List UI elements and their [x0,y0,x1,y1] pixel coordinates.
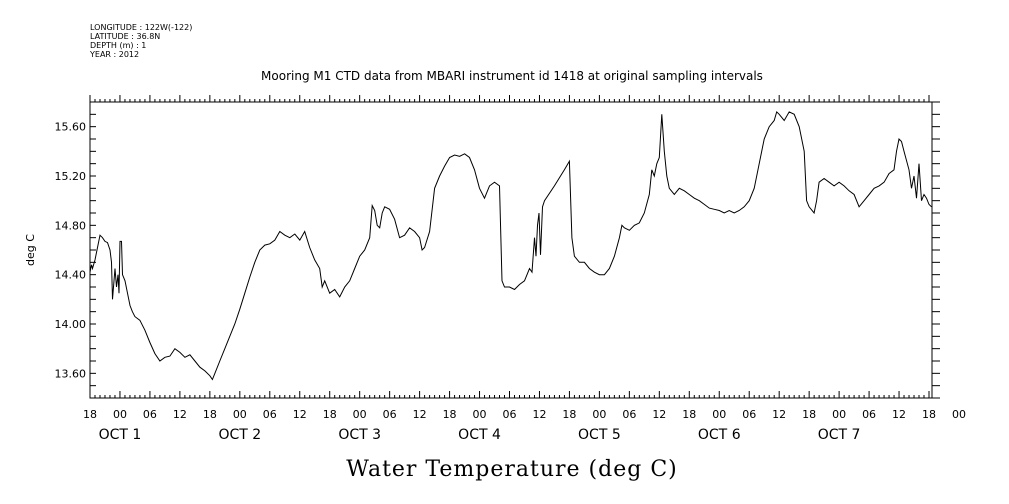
x-tick-label: 12 [772,408,786,421]
temperature-series-line [89,110,932,381]
y-tick-labels: 13.60 14.00 14.40 14.80 15.20 15.60 [55,121,87,381]
x-tick-label: 06 [263,408,277,421]
x-tick-label: 00 [832,408,846,421]
x-tick-label: 18 [443,408,457,421]
x-tick-label: 12 [892,408,906,421]
day-label: OCT 6 [698,427,741,443]
chart-title: Mooring M1 CTD data from MBARI instrumen… [261,69,763,83]
x-tick-label: 18 [323,408,337,421]
day-labels: OCT 1 OCT 2 OCT 3 OCT 4 OCT 5 OCT 6 OCT 7 [99,427,861,443]
x-tick-label: 18 [83,408,97,421]
depth-label: DEPTH (m) : 1 [90,41,146,50]
x-tick-label: 18 [682,408,696,421]
x-tick-label: 00 [233,408,247,421]
x-tick-label: 18 [562,408,576,421]
x-tick-label: 00 [712,408,726,421]
day-label: OCT 7 [818,427,861,443]
x-tick-label: 12 [293,408,307,421]
x-tick-label: 06 [503,408,517,421]
x-tick-label: 06 [383,408,397,421]
y-axis-label: deg C [24,234,37,266]
day-label: OCT 4 [458,427,501,443]
x-tick-label: 06 [862,408,876,421]
x-tick-label: 12 [413,408,427,421]
y-tick-label: 14.00 [55,318,87,331]
day-label: OCT 5 [578,427,621,443]
x-tick-label: 12 [173,408,187,421]
x-tick-label: 12 [532,408,546,421]
x-tick-label: 00 [952,408,966,421]
longitude-label: LONGITUDE : 122W(-122) [90,23,192,32]
day-label: OCT 3 [338,427,381,443]
latitude-label: LATITUDE : 36.8N [90,32,160,41]
axis-ticks [89,95,940,399]
x-tick-label: 00 [113,408,127,421]
y-tick-label: 13.60 [55,367,87,380]
y-tick-label: 15.60 [55,121,87,134]
x-tick-label: 06 [143,408,157,421]
x-tick-label: 18 [203,408,217,421]
x-tick-label: 00 [592,408,606,421]
x-tick-label: 00 [473,408,487,421]
y-tick-label: 14.40 [55,269,87,282]
x-axis-label: Water Temperature (deg C) [346,457,678,482]
year-label: YEAR : 2012 [89,50,139,59]
x-tick-label: 00 [353,408,367,421]
x-tick-label: 18 [802,408,816,421]
x-tick-labels: 18 00 06 12 18 00 06 12 18 00 06 12 18 00 06 12 18 00 06 12… [83,408,966,421]
x-tick-label: 06 [742,408,756,421]
y-tick-label: 14.80 [55,219,87,232]
x-tick-label: 06 [622,408,636,421]
day-label: OCT 2 [218,427,261,443]
x-tick-label: 18 [922,408,936,421]
x-tick-label: 12 [652,408,666,421]
day-label: OCT 1 [99,427,142,443]
y-tick-label: 15.20 [55,170,87,183]
plot-frame [89,101,933,399]
